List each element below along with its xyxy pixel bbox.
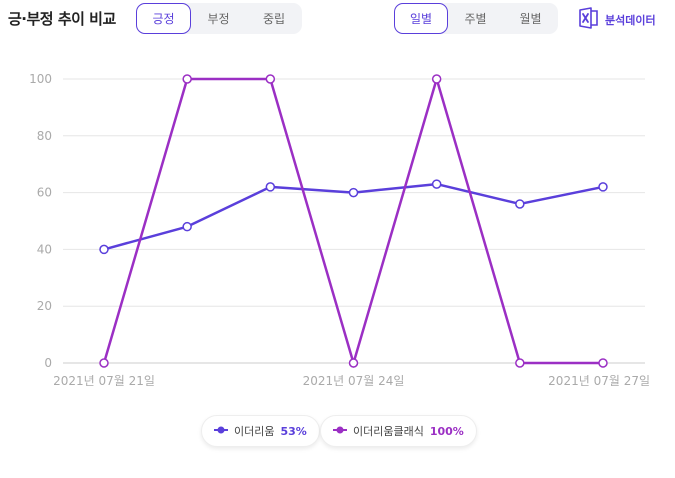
y-tick-label: 60: [37, 186, 52, 200]
y-tick-label: 20: [37, 299, 52, 313]
x-axis-ticks: 2021년 07월 21일 2021년 07월 24일 2021년 07월 27일: [53, 363, 650, 388]
legend-percent: 53%: [280, 424, 307, 438]
chart-title: 긍·부정 추이 비교: [8, 10, 116, 28]
series-points: [99, 74, 608, 368]
data-point[interactable]: [348, 358, 359, 368]
tab-monthly[interactable]: 월별: [519, 12, 542, 26]
data-point[interactable]: [182, 74, 192, 84]
data-point[interactable]: [182, 221, 192, 232]
tab-neutral[interactable]: 중립: [262, 12, 286, 26]
x-tick-label: 2021년 07월 27일: [548, 374, 650, 388]
grid-lines: [63, 78, 645, 364]
data-point[interactable]: [431, 179, 442, 189]
legend-item-ethereum[interactable]: 이더리움 53%: [201, 415, 320, 447]
x-tick-label: 2021년 07월 21일: [53, 374, 155, 388]
legend-marker-icon: [333, 425, 347, 438]
legend-percent: 100%: [429, 424, 464, 438]
sentiment-tab-group: 긍정 부정 중립: [136, 3, 302, 34]
series-lines: [102, 77, 604, 365]
y-tick-label: 80: [37, 129, 52, 143]
tab-negative[interactable]: 부정: [207, 12, 230, 26]
y-tick-label: 0: [44, 356, 52, 370]
data-point[interactable]: [265, 182, 276, 192]
data-point[interactable]: [515, 199, 525, 209]
export-data-button[interactable]: 분석데이터: [579, 7, 656, 33]
data-point[interactable]: [431, 74, 442, 84]
data-point[interactable]: [598, 358, 608, 368]
legend-item-ethereum-classic[interactable]: 이더리움클래식 100%: [320, 415, 477, 447]
legend-marker-icon: [214, 425, 228, 438]
tab-daily[interactable]: 일별: [394, 3, 448, 34]
x-tick-label: 2021년 07월 24일: [303, 374, 405, 388]
legend-label: 이더리움: [234, 425, 275, 438]
data-point[interactable]: [99, 358, 109, 368]
series-line-1: [102, 77, 603, 365]
data-point[interactable]: [515, 358, 525, 368]
y-tick-label: 100: [29, 72, 52, 86]
legend-label: 이더리움클래식: [353, 425, 424, 438]
y-tick-label: 40: [37, 242, 52, 256]
y-axis-ticks: 0 20 40 60 80 100: [29, 72, 52, 370]
export-label: 분석데이터: [605, 14, 656, 27]
period-tab-group: 일별 주별 월별: [394, 3, 558, 34]
data-point[interactable]: [99, 244, 109, 255]
tab-weekly[interactable]: 주별: [464, 12, 487, 26]
tab-positive[interactable]: 긍정: [136, 3, 191, 34]
data-point[interactable]: [348, 187, 359, 198]
data-point[interactable]: [598, 182, 608, 192]
excel-icon: [579, 7, 599, 33]
data-point[interactable]: [265, 74, 276, 84]
